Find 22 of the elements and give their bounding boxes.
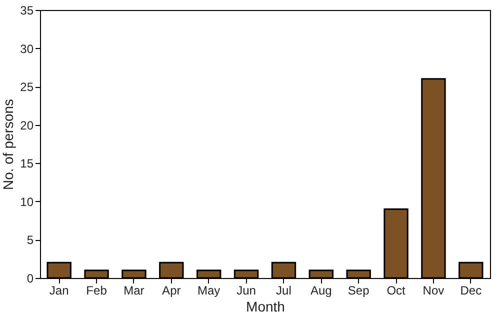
x-tick-label: Apr: [162, 284, 181, 298]
x-tick-label: Jul: [276, 284, 292, 298]
x-tick-label: May: [198, 284, 220, 298]
x-tick-label: Jan: [49, 284, 69, 298]
y-tick-label: 15: [20, 156, 34, 171]
y-tick-label: 10: [20, 194, 34, 209]
x-tick-label: Nov: [422, 284, 444, 298]
x-tick-label: Aug: [310, 284, 332, 298]
y-tick-label: 25: [20, 80, 34, 94]
y-tick-label: 35: [20, 4, 34, 18]
x-axis-title: Month: [246, 298, 285, 314]
y-tick-label: 30: [20, 42, 34, 56]
y-tick-label: 20: [20, 118, 34, 132]
y-axis-title: No. of persons: [0, 98, 16, 190]
x-tick-label: Jun: [236, 284, 256, 298]
x-tick-label: Dec: [460, 284, 482, 298]
y-tick-label: 0: [26, 272, 34, 286]
x-tick-label: Sep: [348, 284, 370, 298]
y-tick-label: 5: [26, 233, 34, 248]
x-tick-label: Feb: [86, 284, 108, 298]
x-tick-label: Mar: [124, 284, 144, 298]
x-tick-label: Oct: [386, 284, 406, 298]
